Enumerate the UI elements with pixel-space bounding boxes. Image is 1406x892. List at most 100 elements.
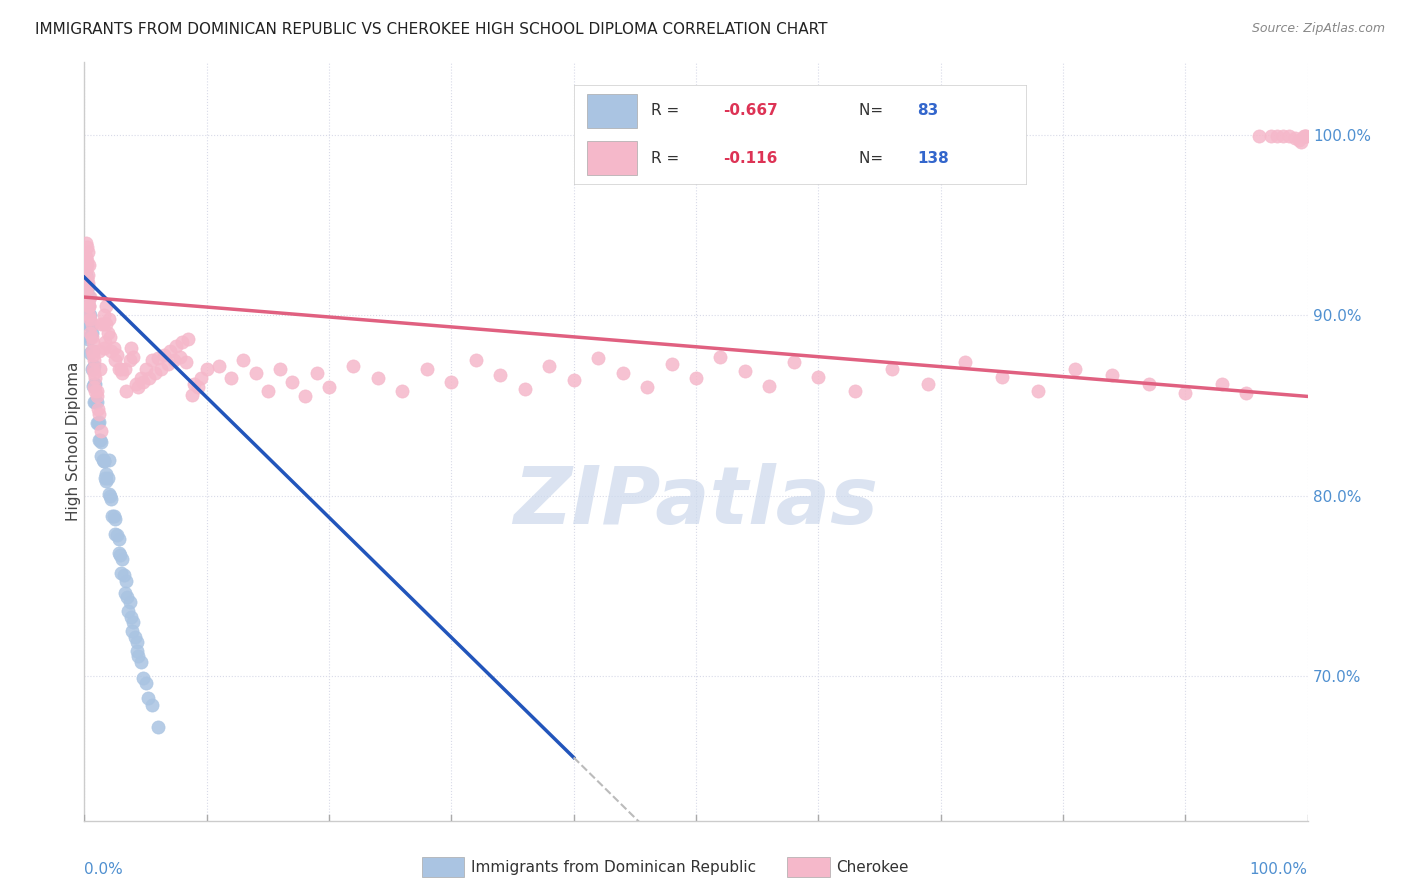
Point <box>76 299 98 313</box>
Point <box>80 362 103 376</box>
Point <box>84 376 107 391</box>
Point <box>141 353 163 368</box>
Point <box>169 350 191 364</box>
Point <box>132 671 155 685</box>
Point <box>783 355 806 369</box>
Point <box>195 362 218 376</box>
Point <box>440 375 463 389</box>
Point <box>208 359 231 373</box>
Point <box>489 368 512 382</box>
Point <box>80 330 103 344</box>
Point <box>84 384 107 398</box>
Point <box>96 467 118 481</box>
Point <box>80 344 103 359</box>
Point <box>163 353 186 368</box>
Point <box>79 290 101 304</box>
Point <box>1291 135 1313 149</box>
Point <box>75 270 97 285</box>
Point <box>100 344 122 359</box>
Point <box>305 366 328 380</box>
Point <box>232 353 254 368</box>
Point <box>83 376 105 391</box>
Point <box>91 452 114 467</box>
Point <box>77 317 100 331</box>
Point <box>86 394 108 409</box>
Point <box>120 341 142 355</box>
Point <box>77 268 100 283</box>
Point <box>1294 129 1316 144</box>
Point <box>110 566 132 581</box>
Point <box>93 308 115 322</box>
Point <box>187 380 209 394</box>
Point <box>86 384 108 398</box>
Point <box>77 299 100 313</box>
Point <box>103 341 125 355</box>
Point <box>82 344 104 359</box>
Point <box>76 290 98 304</box>
Point <box>93 454 115 468</box>
Point <box>75 272 97 286</box>
Point <box>125 635 148 649</box>
Point <box>105 528 128 542</box>
Point <box>111 552 134 566</box>
Point <box>121 624 143 639</box>
Point <box>807 369 830 384</box>
Point <box>1295 129 1317 144</box>
Point <box>367 371 389 385</box>
Point <box>94 335 117 350</box>
Point <box>844 384 866 398</box>
Text: Cherokee: Cherokee <box>837 860 910 874</box>
Point <box>709 350 731 364</box>
Point <box>90 449 112 463</box>
Point <box>77 330 100 344</box>
Point <box>75 281 97 295</box>
Point <box>77 279 100 293</box>
Point <box>513 382 536 396</box>
Text: Immigrants from Dominican Republic: Immigrants from Dominican Republic <box>471 860 756 874</box>
Point <box>80 344 103 359</box>
Point <box>79 311 101 326</box>
Point <box>94 470 117 484</box>
Point <box>156 357 179 371</box>
Point <box>1174 385 1197 400</box>
Point <box>79 326 101 341</box>
Point <box>82 348 104 362</box>
Point <box>111 366 134 380</box>
Point <box>1211 376 1233 391</box>
Point <box>146 720 169 734</box>
Point <box>685 371 707 385</box>
Point <box>76 258 98 272</box>
Point <box>82 360 104 375</box>
Point <box>77 317 100 331</box>
Point <box>75 276 97 290</box>
Y-axis label: High School Diploma: High School Diploma <box>66 362 80 521</box>
Point <box>82 378 104 392</box>
Point <box>1101 368 1123 382</box>
Point <box>108 548 131 563</box>
Point <box>87 417 110 431</box>
Point <box>90 424 112 438</box>
Point <box>1288 133 1310 147</box>
Point <box>80 317 103 331</box>
Point <box>257 384 280 398</box>
Point <box>125 376 148 391</box>
Point <box>114 362 136 376</box>
Point <box>77 258 100 272</box>
Point <box>105 348 128 362</box>
Point <box>129 371 152 385</box>
Point <box>75 263 97 277</box>
Point <box>77 299 100 313</box>
Point <box>190 371 212 385</box>
Point <box>1272 129 1295 144</box>
Point <box>83 380 105 394</box>
Point <box>77 293 100 308</box>
Point <box>586 351 609 366</box>
Point <box>318 380 340 394</box>
Point <box>1236 385 1258 400</box>
Point <box>107 546 129 560</box>
Point <box>342 359 364 373</box>
Point <box>79 330 101 344</box>
Point <box>107 362 129 376</box>
Point <box>1292 129 1315 144</box>
Point <box>101 508 124 523</box>
